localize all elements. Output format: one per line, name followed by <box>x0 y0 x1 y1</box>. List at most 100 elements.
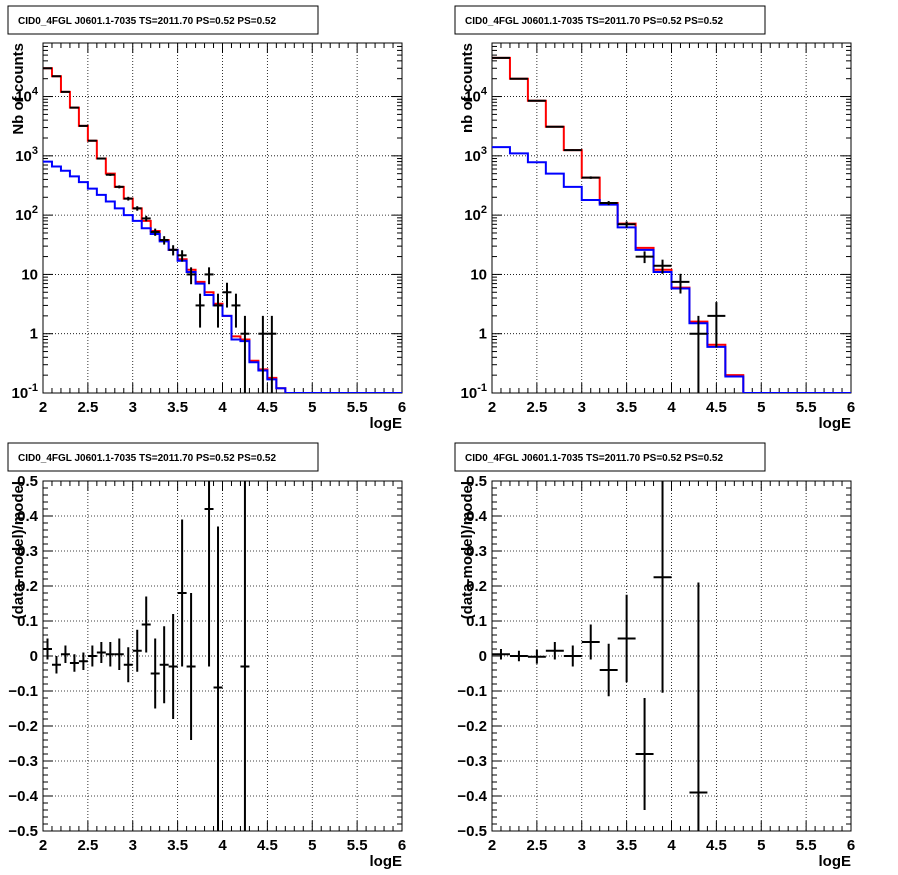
data-point <box>204 267 214 285</box>
x-tick-label: 4.5 <box>257 399 278 416</box>
residual-point <box>186 593 196 740</box>
residual-point <box>69 654 79 672</box>
data-point <box>96 157 106 160</box>
x-axis-label: logE <box>819 415 852 432</box>
chart-title-box <box>7 442 319 472</box>
y-tick-label-exponent: 4 <box>481 86 488 98</box>
y-tick-label: 103 <box>464 145 487 165</box>
x-tick-label: 3 <box>129 399 137 416</box>
axis-ticks <box>42 480 403 832</box>
data-point <box>545 125 564 128</box>
data-layer <box>492 481 708 831</box>
data-point <box>267 315 277 393</box>
chart-panel-2: CID0_4FGL J0601.1-7035 TS=2011.70 PS=0.5… <box>454 5 855 432</box>
x-tick-label: 3.5 <box>167 399 188 416</box>
y-tick-label-base: 10 <box>464 207 481 224</box>
data-point <box>599 201 618 206</box>
y-tick-label-base: 10 <box>15 89 32 106</box>
x-tick-label: 4.5 <box>257 837 278 854</box>
residual-point <box>599 643 618 697</box>
data-point <box>635 251 654 264</box>
y-tick-label-exponent: 3 <box>481 145 487 157</box>
data-point <box>114 185 124 189</box>
chart-title-box <box>7 5 319 35</box>
chart-title: CID0_4FGL J0601.1-7035 TS=2011.70 PS=0.5… <box>18 16 276 27</box>
data-point <box>141 215 151 222</box>
x-tick-label: 3 <box>578 399 586 416</box>
residual-point <box>43 638 52 660</box>
y-tick-label: 1 <box>30 326 38 343</box>
grid <box>492 43 851 393</box>
y-tick-label: 103 <box>15 145 38 165</box>
residual-point <box>105 642 115 667</box>
data-point <box>213 293 223 328</box>
data-point <box>150 228 160 236</box>
data-point <box>653 259 672 274</box>
y-tick-label: −0.4 <box>457 788 487 805</box>
y-axis-label: (data-model)/model <box>459 481 476 619</box>
y-tick-label: −0.3 <box>8 753 38 770</box>
data-point <box>132 206 142 211</box>
y-tick-label: −0.2 <box>457 718 487 735</box>
axis-ticks <box>491 42 852 394</box>
residual-point <box>51 656 61 674</box>
x-tick-label: 5.5 <box>347 399 368 416</box>
residual-point <box>177 519 187 667</box>
y-tick-label: 0 <box>479 648 487 665</box>
y-tick-label: 0.3 <box>17 543 38 560</box>
residual-point <box>204 481 214 667</box>
residual-point <box>78 652 88 670</box>
data-point <box>177 250 187 262</box>
residual-point <box>581 624 600 660</box>
residual-point <box>159 626 169 704</box>
chart-title-box <box>454 5 766 35</box>
y-tick-label: 10-1 <box>461 382 487 402</box>
y-tick-label: 0.1 <box>17 613 38 630</box>
y-tick-label: 0 <box>30 648 38 665</box>
data-point <box>195 293 205 328</box>
y-tick-label: 0.2 <box>466 578 487 595</box>
y-tick-label: 0.5 <box>17 473 38 490</box>
x-tick-label: 2.5 <box>526 837 547 854</box>
y-tick-label: 102 <box>464 204 487 224</box>
residual-point <box>213 526 223 831</box>
y-tick-label: 10 <box>470 266 487 283</box>
x-tick-label: 4 <box>667 399 676 416</box>
y-tick-label: −0.3 <box>457 753 487 770</box>
y-tick-label: −0.5 <box>8 823 38 840</box>
y-tick-label-exponent: -1 <box>477 382 487 394</box>
y-tick-label: 1 <box>479 326 487 343</box>
x-axis-label: logE <box>819 853 852 870</box>
x-tick-label: 5.5 <box>796 837 817 854</box>
data-point <box>671 273 690 294</box>
residual-point <box>240 481 250 831</box>
y-tick-label: 0.3 <box>466 543 487 560</box>
y-tick-label-base: 10 <box>461 385 478 402</box>
y-tick-label-exponent: -1 <box>28 382 38 394</box>
residual-point <box>114 638 124 670</box>
x-tick-label: 2 <box>488 399 496 416</box>
data-point <box>689 315 708 393</box>
x-tick-label: 4.5 <box>706 399 727 416</box>
x-axis-label: logE <box>370 415 403 432</box>
y-tick-label: −0.5 <box>457 823 487 840</box>
y-tick-label-base: 10 <box>464 89 481 106</box>
residual-point <box>653 481 672 693</box>
x-tick-label: 4 <box>218 399 227 416</box>
data-point <box>258 315 268 393</box>
y-tick-label-exponent: 2 <box>481 204 487 216</box>
y-tick-label-base: 10 <box>15 148 32 165</box>
y-tick-label-base: 10 <box>15 207 32 224</box>
y-tick-label: −0.2 <box>8 718 38 735</box>
x-axis-label: logE <box>370 853 403 870</box>
data-point <box>527 99 546 102</box>
y-tick-label-exponent: 2 <box>32 204 38 216</box>
x-tick-label: 4 <box>667 837 676 854</box>
chart-panel-3: CID0_4FGL J0601.1-7035 TS=2011.70 PS=0.5… <box>7 442 406 870</box>
data-layer <box>43 481 250 831</box>
y-tick-label-base: 10 <box>12 385 29 402</box>
residual-point <box>141 596 151 653</box>
data-point <box>240 315 250 393</box>
data-point <box>231 293 241 328</box>
